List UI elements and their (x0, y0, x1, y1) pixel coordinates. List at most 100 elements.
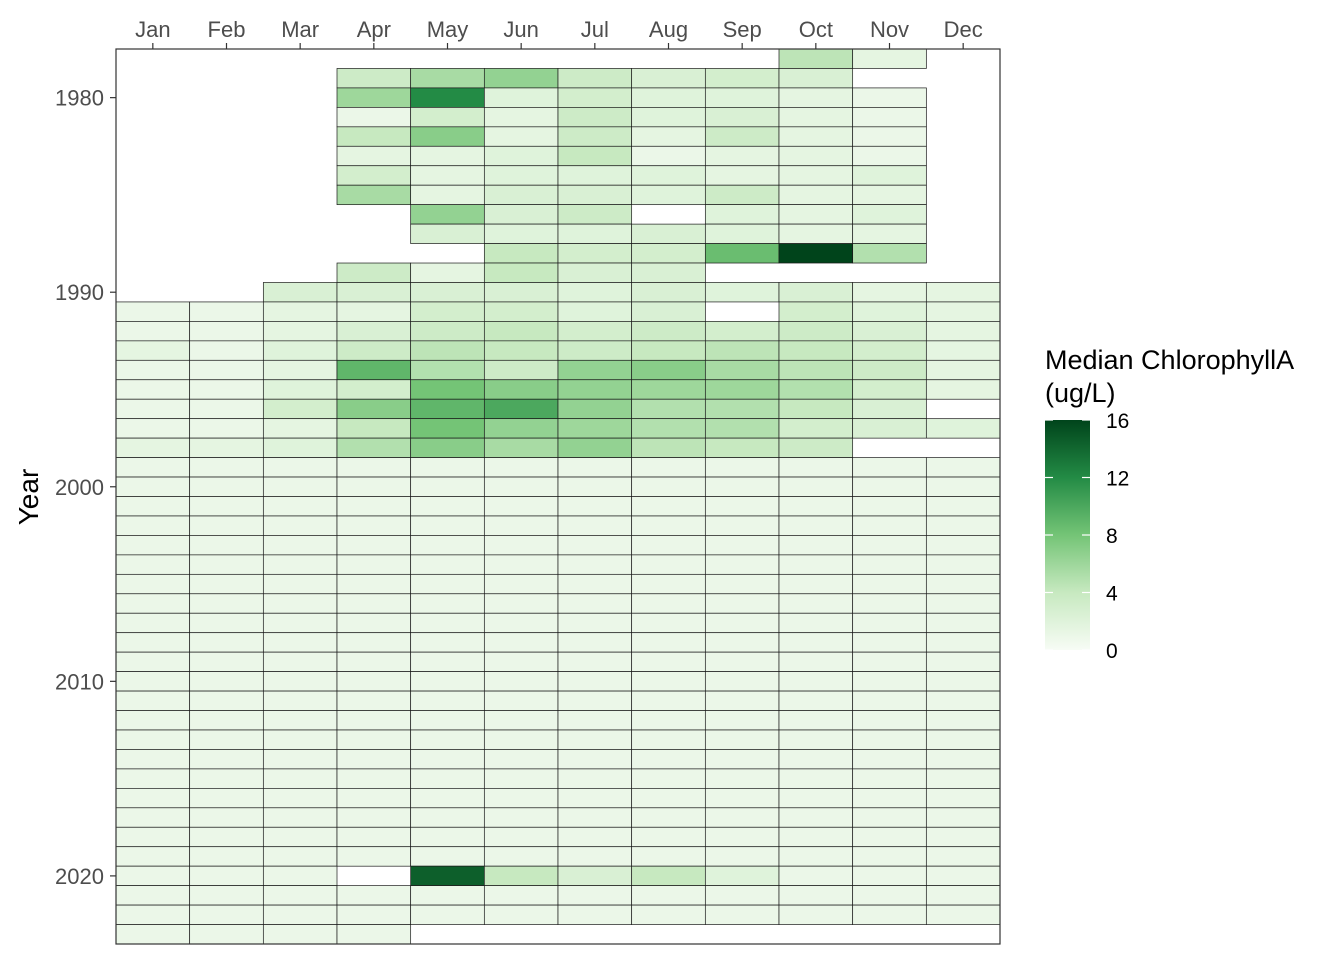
heatmap-cell-2022-jul (557, 904, 633, 925)
heatmap-cell-1991-dec (925, 301, 1001, 322)
heatmap-cell-2006-mar (262, 593, 338, 614)
heatmap-cell-1993-jun (483, 340, 559, 361)
heatmap-cell-1997-jul (557, 418, 633, 439)
heatmap-cell-1990-aug (631, 282, 706, 303)
heatmap-cell-1994-dec (925, 359, 1001, 381)
heatmap-cell-2015-apr (336, 768, 412, 789)
heatmap-cell-1983-apr (336, 145, 412, 167)
heatmap-cell-2021-oct (778, 885, 854, 906)
heatmap-cell-1988-jun (483, 243, 559, 264)
heatmap-cell-2004-dec (925, 554, 1001, 575)
heatmap-cell-2001-sep (704, 496, 780, 517)
heatmap-cell-1990-jun (483, 282, 559, 303)
heatmap-cell-2023-apr (336, 924, 412, 945)
legend-ticks: 0 4 8 12 16 (1045, 410, 1129, 663)
heatmap-cell-2015-sep (704, 768, 780, 789)
heatmap-cell-2007-nov (852, 612, 927, 634)
heatmap-cell-2011-may (410, 690, 485, 711)
heatmap-cell-1978-oct (778, 48, 854, 69)
heatmap-cell-1995-dec (925, 379, 1001, 400)
heatmap-cell-2005-jan (115, 573, 191, 595)
heatmap-cell-2002-jun (483, 515, 559, 536)
heatmap-cell-1988-nov (852, 243, 927, 264)
heatmap-cell-2014-aug (631, 749, 706, 770)
heatmap-cell-1983-oct (778, 145, 854, 167)
heatmap-cell-2015-nov (852, 768, 927, 789)
heatmap-cell-2008-may (410, 632, 485, 653)
heatmap-cell-2006-nov (852, 593, 927, 614)
heatmap-cell-1997-dec (925, 418, 1001, 439)
heatmap-cell-1986-jul (557, 204, 633, 225)
heatmap-cell-2009-jan (115, 651, 191, 672)
heatmap-cell-1987-jul (557, 223, 633, 244)
heatmap-cell-2012-nov (852, 710, 927, 731)
heatmap-cell-1979-jul (557, 68, 633, 89)
heatmap-cell-2015-mar (262, 768, 338, 789)
heatmap-cell-2006-jan (115, 593, 191, 614)
heatmap-cell-2000-apr (336, 476, 412, 497)
heatmap-cell-2013-nov (852, 729, 927, 750)
heatmap-cell-1985-jul (557, 184, 633, 206)
heatmap-cell-2021-may (410, 885, 485, 906)
heatmap-cell-1995-nov (852, 379, 927, 400)
heatmap-cell-2002-mar (262, 515, 338, 536)
heatmap-cell-2011-aug (631, 690, 706, 711)
heatmap-cell-2004-nov (852, 554, 927, 575)
heatmap-cell-2019-nov (852, 846, 927, 867)
heatmap-cell-1991-apr (336, 301, 412, 322)
heatmap-cell-1986-sep (704, 204, 780, 225)
heatmap-cell-2002-may (410, 515, 485, 536)
heatmap-cell-2006-aug (631, 593, 706, 614)
heatmap-cell-1984-nov (852, 165, 927, 186)
heatmap-cell-1999-jun (483, 457, 559, 478)
heatmap-cell-2005-dec (925, 573, 1001, 595)
heatmap-cell-1995-may (410, 379, 485, 400)
heatmap-cell-2001-jul (557, 496, 633, 517)
heatmap-cell-2015-dec (925, 768, 1001, 789)
heatmap-cell-1997-jan (115, 418, 191, 439)
heatmap-cell-1980-sep (704, 87, 780, 108)
heatmap-cells (115, 48, 1001, 945)
heatmap-cell-2003-apr (336, 535, 412, 556)
legend-title-line2: (ug/L) (1045, 378, 1116, 408)
heatmap-cell-2019-mar (262, 846, 338, 867)
heatmap-cell-2001-jun (483, 496, 559, 517)
heatmap-cell-2012-sep (704, 710, 780, 731)
heatmap-cell-1984-apr (336, 165, 412, 186)
heatmap-cell-2002-feb (189, 515, 264, 536)
heatmap-cell-2001-aug (631, 496, 706, 517)
heatmap-cell-1991-jul (557, 301, 633, 322)
heatmap-cell-1982-aug (631, 126, 706, 147)
heatmap-cell-2001-may (410, 496, 485, 517)
heatmap-cell-2022-dec (925, 904, 1001, 925)
heatmap-cell-2016-aug (631, 787, 706, 809)
heatmap-cell-1991-oct (778, 301, 854, 322)
heatmap-cell-2016-may (410, 787, 485, 809)
heatmap-cell-2011-sep (704, 690, 780, 711)
heatmap-cell-1991-jan (115, 301, 191, 322)
heatmap-cell-1985-may (410, 184, 485, 206)
heatmap-cell-2008-mar (262, 632, 338, 653)
heatmap-cell-2000-nov (852, 476, 927, 497)
legend-label-16: 16 (1106, 410, 1129, 433)
heatmap-cell-1990-oct (778, 282, 854, 303)
heatmap-cell-2017-oct (778, 807, 854, 828)
heatmap-cell-2019-sep (704, 846, 780, 867)
heatmap-cell-1979-oct (778, 68, 854, 89)
heatmap-cell-2007-may (410, 612, 485, 634)
heatmap-cell-2017-feb (189, 807, 264, 828)
heatmap-cell-2009-mar (262, 651, 338, 672)
heatmap-cell-2018-feb (189, 826, 264, 848)
heatmap-cell-2007-oct (778, 612, 854, 634)
y-tick-label-2000: 2000 (55, 475, 104, 500)
heatmap-cell-2017-nov (852, 807, 927, 828)
heatmap-cell-2009-dec (925, 651, 1001, 672)
heatmap-cell-1998-oct (778, 437, 854, 458)
legend-label-4: 4 (1106, 583, 1118, 606)
heatmap-cell-1983-nov (852, 145, 927, 167)
heatmap-cell-2001-feb (189, 496, 264, 517)
heatmap-cell-2013-feb (189, 729, 264, 750)
heatmap-cell-2022-apr (336, 904, 412, 925)
heatmap-cell-1980-oct (778, 87, 854, 108)
